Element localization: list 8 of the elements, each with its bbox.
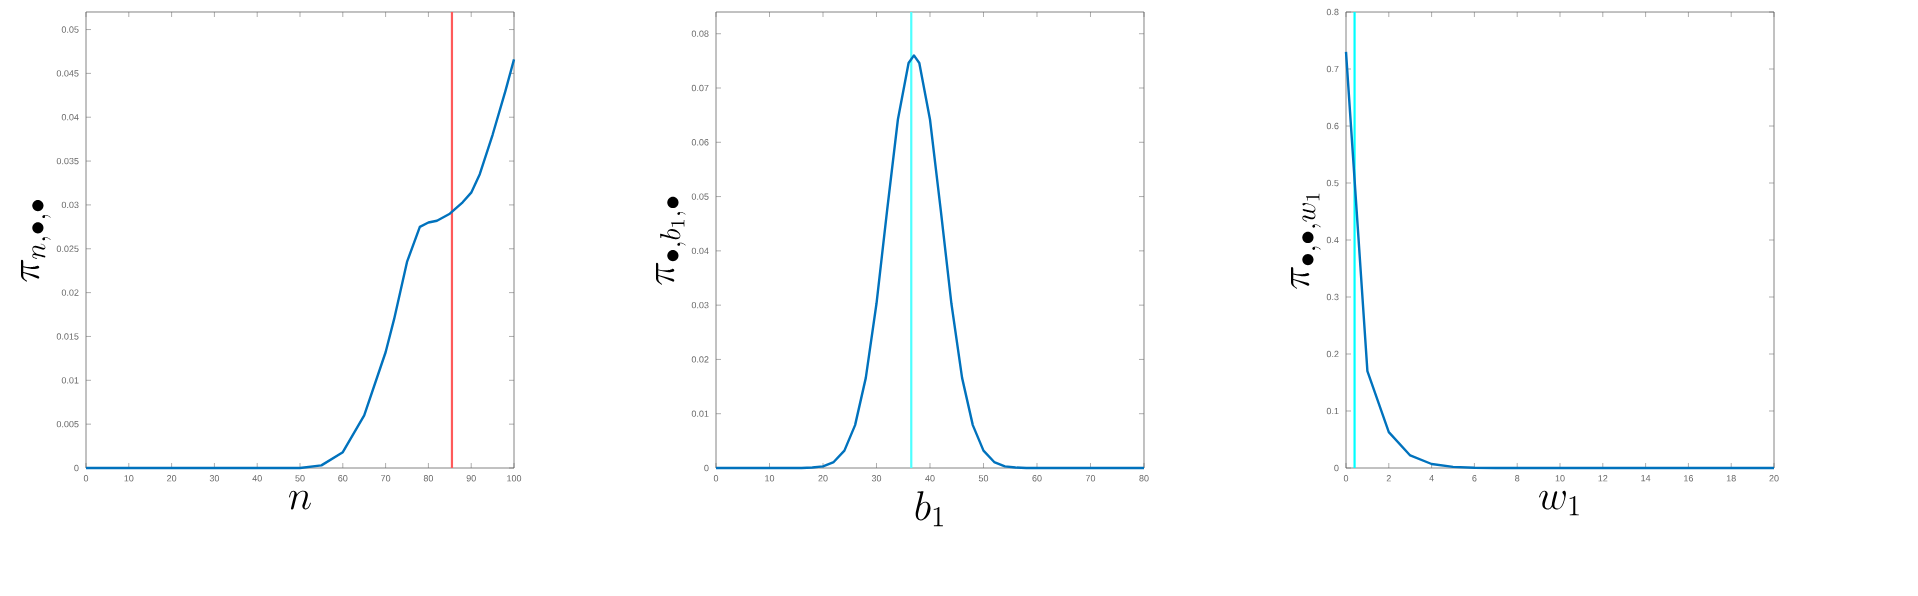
x-axis-title: $n$	[289, 490, 311, 510]
line-series	[714, 54, 1146, 470]
y-axis-title: $\pi_{n,\bullet,\bullet}$	[20, 199, 51, 282]
y-axis-title: $\pi_{\bullet,b_1,\bullet}$	[655, 196, 686, 285]
x-axis-title: $b_1$	[915, 491, 943, 527]
line-series	[84, 58, 516, 470]
x-axis-title: $w_1$	[1539, 490, 1579, 516]
y-axis-title: $\pi_{\bullet,\bullet,w_1}$	[1291, 193, 1321, 289]
